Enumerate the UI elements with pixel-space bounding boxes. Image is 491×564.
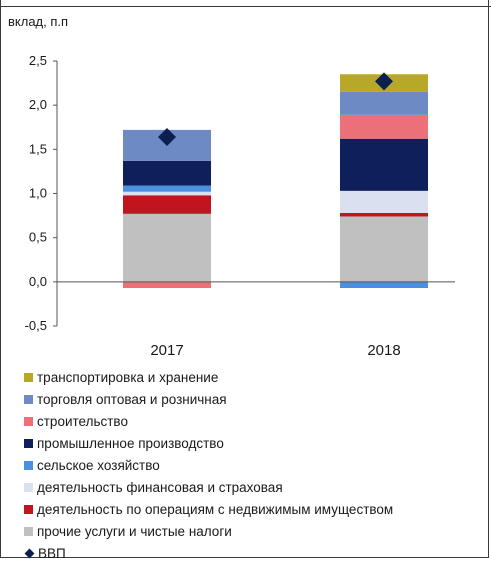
legend-item: промышленное производство — [24, 432, 484, 454]
legend-item: торговля оптовая и розничная — [24, 388, 484, 410]
y-tick-label: 0,5 — [29, 230, 47, 245]
legend-item: транспортировка и хранение — [24, 366, 484, 388]
gdp-marker — [375, 72, 393, 91]
bar-segment — [123, 185, 211, 192]
y-tick-label: 2,0 — [29, 97, 47, 112]
bar-segment — [123, 160, 211, 186]
legend-swatch — [24, 460, 33, 470]
bar-segment — [340, 216, 428, 282]
stacked-bar-chart: -0,5 0,0 0,5 1,0 1,5 2,0 2,5 2017 2018 — [25, 53, 455, 359]
legend-swatch — [24, 482, 33, 492]
bar-segment — [340, 212, 428, 217]
legend-label: транспортировка и хранение — [37, 369, 219, 385]
legend-swatch — [24, 372, 33, 382]
legend-label: промышленное производство — [37, 435, 224, 451]
legend-swatch — [24, 416, 33, 426]
x-tick-label: 2017 — [150, 342, 183, 359]
bar-segment — [340, 91, 428, 115]
y-tick-label: 1,5 — [29, 141, 47, 156]
bar-segment — [123, 213, 211, 282]
legend-item: сельское хозяйство — [24, 454, 484, 476]
legend-label: деятельность по операциям с недвижимым и… — [37, 501, 394, 517]
legend-label: ВВП — [38, 545, 66, 561]
y-tick-label: 2,5 — [29, 53, 47, 68]
top-border — [0, 0, 491, 7]
bar-segment — [123, 195, 211, 214]
legend-swatch — [24, 526, 33, 536]
bar-segment — [340, 138, 428, 191]
gdp-marker — [158, 127, 176, 146]
bar-segment — [123, 281, 211, 289]
bar-segment — [340, 281, 428, 289]
legend-diamond-marker — [24, 548, 35, 558]
y-tick-label: -0,5 — [25, 318, 47, 333]
legend-item: ВВП — [24, 542, 484, 564]
y-tick-label: 0,0 — [29, 274, 47, 289]
legend-swatch — [24, 504, 33, 514]
legend-label: прочие услуги и чистые налоги — [37, 523, 232, 539]
x-tick-label: 2018 — [367, 342, 400, 359]
legend-label: строительство — [37, 413, 128, 429]
legend-swatch — [24, 394, 33, 404]
legend-item: прочие услуги и чистые налоги — [24, 520, 484, 542]
legend-item: деятельность по операциям с недвижимым и… — [24, 498, 484, 520]
legend-swatch — [24, 438, 33, 448]
legend-label: деятельность финансовая и страховая — [37, 479, 283, 495]
legend-item: строительство — [24, 410, 484, 432]
y-axis-label: вклад, п.п — [8, 14, 69, 29]
y-tick-label: 1,0 — [29, 186, 47, 201]
bar-segment — [123, 191, 211, 196]
legend-label: торговля оптовая и розничная — [37, 391, 227, 407]
legend-item: деятельность финансовая и страховая — [24, 476, 484, 498]
bar-segment — [340, 114, 428, 139]
legend-label: сельское хозяйство — [37, 457, 160, 473]
chart-legend: транспортировка и хранение торговля оптов… — [24, 366, 484, 564]
bar-segment — [340, 190, 428, 213]
